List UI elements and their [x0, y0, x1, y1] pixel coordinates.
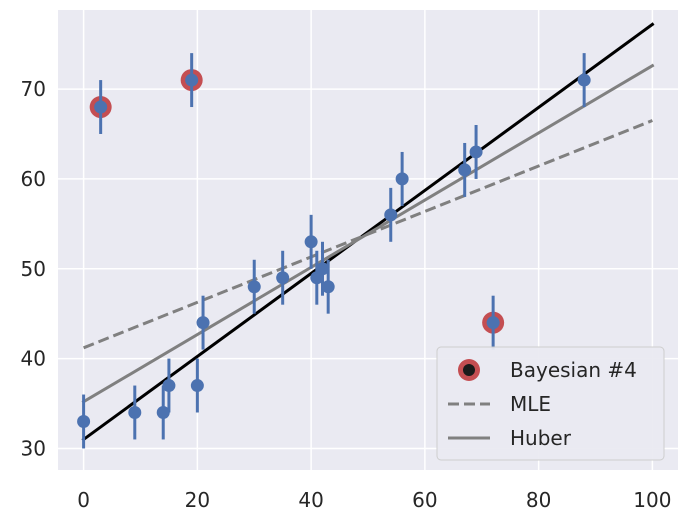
legend-label-bayesian: Bayesian #4 [510, 358, 637, 382]
data-point [384, 208, 398, 222]
x-tick-label: 20 [185, 488, 210, 512]
data-point [577, 73, 591, 87]
legend-label-huber: Huber [510, 426, 572, 450]
data-point [156, 406, 170, 419]
y-axis-ticks: 30 40 50 60 70 [21, 77, 46, 460]
data-point [77, 414, 91, 428]
fit-lines [81, 22, 655, 442]
data-point [185, 73, 199, 87]
legend-marker-bayesian-inner [463, 364, 475, 376]
x-tick-label: 0 [77, 488, 90, 512]
data-point [196, 316, 210, 330]
data-point [458, 163, 472, 177]
data-point [190, 379, 204, 393]
fit-line-bayesian-4 [81, 22, 655, 442]
x-tick-label: 100 [633, 488, 671, 512]
data-point [162, 379, 176, 393]
y-tick-label: 50 [21, 257, 46, 281]
data-point [94, 100, 108, 114]
data-point [247, 280, 261, 294]
x-tick-label: 80 [526, 488, 551, 512]
data-point [315, 262, 329, 276]
fit-line-huber [81, 63, 655, 404]
legend-box [436, 346, 665, 461]
y-tick-label: 60 [21, 167, 46, 191]
data-point [304, 235, 318, 249]
x-axis-ticks: 0 20 40 60 80 100 [77, 488, 671, 512]
x-tick-label: 60 [412, 488, 437, 512]
legend: Bayesian #4 MLE Huber [436, 346, 665, 461]
data-point [469, 145, 483, 159]
y-tick-label: 30 [21, 436, 46, 460]
data-point [321, 280, 335, 294]
y-tick-label: 40 [21, 347, 46, 371]
data-point [395, 172, 409, 186]
data-points [77, 73, 591, 428]
data-point [486, 316, 500, 330]
x-tick-label: 40 [298, 488, 323, 512]
data-point [276, 271, 290, 285]
data-point [128, 406, 142, 419]
legend-label-mle: MLE [510, 392, 551, 416]
y-tick-label: 70 [21, 77, 46, 101]
